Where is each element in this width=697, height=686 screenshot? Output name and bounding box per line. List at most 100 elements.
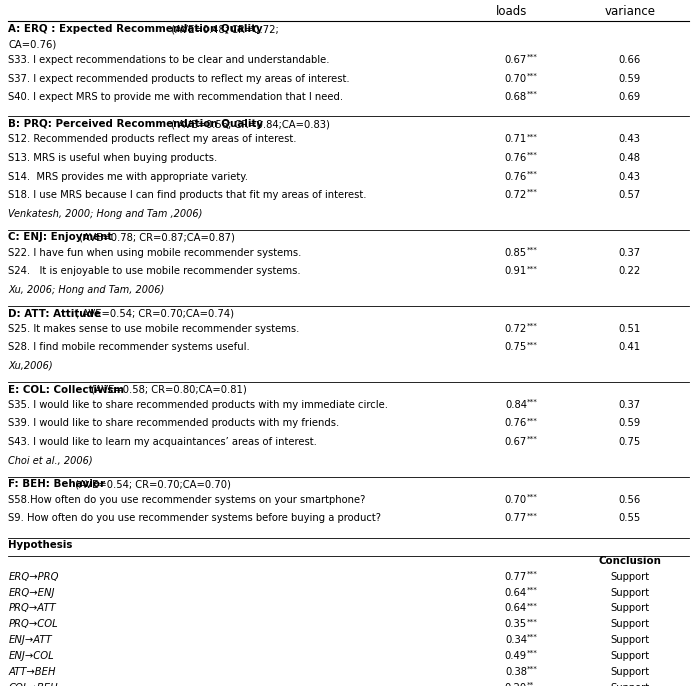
Text: ( AVE=0.54; CR=0.70;CA=0.74): ( AVE=0.54; CR=0.70;CA=0.74): [72, 309, 234, 318]
Text: 0.20: 0.20: [505, 683, 527, 686]
Text: S22. I have fun when using mobile recommender systems.: S22. I have fun when using mobile recomm…: [8, 248, 302, 258]
Text: (AVE=0.48; CR=0.72;: (AVE=0.48; CR=0.72;: [168, 25, 279, 34]
Text: (AVE=0.58; CR=0.80;CA=0.81): (AVE=0.58; CR=0.80;CA=0.81): [88, 385, 247, 394]
Text: S40. I expect MRS to provide me with recommendation that I need.: S40. I expect MRS to provide me with rec…: [8, 92, 344, 102]
Text: 0.77: 0.77: [505, 572, 527, 582]
Text: Choi et al., 2006): Choi et al., 2006): [8, 456, 93, 466]
Text: ***: ***: [527, 171, 538, 176]
Text: variance: variance: [604, 5, 655, 19]
Text: 0.43: 0.43: [619, 134, 641, 144]
Text: S18. I use MRS because I can find products that fit my areas of interest.: S18. I use MRS because I can find produc…: [8, 190, 367, 200]
Text: ***: ***: [527, 587, 538, 593]
Text: 0.57: 0.57: [618, 190, 641, 200]
Text: 0.37: 0.37: [619, 248, 641, 258]
Text: 0.43: 0.43: [619, 172, 641, 182]
Text: ***: ***: [527, 91, 538, 97]
Text: 0.49: 0.49: [505, 651, 527, 661]
Text: (AVE=0.54; CR=0.70;CA=0.70): (AVE=0.54; CR=0.70;CA=0.70): [72, 480, 231, 489]
Text: 0.48: 0.48: [619, 153, 641, 163]
Text: ***: ***: [527, 650, 538, 656]
Text: ENJ→ATT: ENJ→ATT: [8, 635, 52, 645]
Text: 0.41: 0.41: [619, 342, 641, 353]
Text: S39. I would like to share recommended products with my friends.: S39. I would like to share recommended p…: [8, 418, 339, 429]
Text: S28. I find mobile recommender systems useful.: S28. I find mobile recommender systems u…: [8, 342, 250, 353]
Text: ( AVE=0.56; CR=0.84;CA=0.83): ( AVE=0.56; CR=0.84;CA=0.83): [168, 119, 330, 129]
Text: 0.75: 0.75: [618, 437, 641, 447]
Text: Support: Support: [610, 683, 649, 686]
Text: ***: ***: [527, 73, 538, 79]
Text: 0.75: 0.75: [505, 342, 527, 353]
Text: **: **: [527, 682, 534, 686]
Text: 0.68: 0.68: [505, 92, 527, 102]
Text: ***: ***: [527, 189, 538, 196]
Text: ***: ***: [527, 418, 538, 423]
Text: 0.91: 0.91: [505, 266, 527, 276]
Text: ERQ→ENJ: ERQ→ENJ: [8, 588, 55, 598]
Text: ***: ***: [527, 634, 538, 640]
Text: ***: ***: [527, 399, 538, 405]
Text: 0.84: 0.84: [505, 400, 527, 410]
Text: 0.70: 0.70: [505, 495, 527, 505]
Text: F: BEH: Behavior: F: BEH: Behavior: [8, 480, 105, 489]
Text: Support: Support: [610, 604, 649, 613]
Text: D: ATT: Attitude: D: ATT: Attitude: [8, 309, 101, 318]
Text: Venkatesh, 2000; Hong and Tam ,2006): Venkatesh, 2000; Hong and Tam ,2006): [8, 209, 203, 219]
Text: 0.67: 0.67: [505, 437, 527, 447]
Text: 0.35: 0.35: [505, 619, 527, 629]
Text: 0.66: 0.66: [618, 55, 641, 65]
Text: Hypothesis: Hypothesis: [8, 540, 72, 550]
Text: COL→BEH: COL→BEH: [8, 683, 58, 686]
Text: Support: Support: [610, 651, 649, 661]
Text: Support: Support: [610, 572, 649, 582]
Text: (AVE=0.78; CR=0.87;CA=0.87): (AVE=0.78; CR=0.87;CA=0.87): [76, 233, 235, 242]
Text: S35. I would like to share recommended products with my immediate circle.: S35. I would like to share recommended p…: [8, 400, 388, 410]
Text: Xu, 2006; Hong and Tam, 2006): Xu, 2006; Hong and Tam, 2006): [8, 285, 164, 295]
Text: 0.37: 0.37: [619, 400, 641, 410]
Text: ***: ***: [527, 666, 538, 672]
Text: E: COL: Collectivism: E: COL: Collectivism: [8, 385, 124, 394]
Text: Support: Support: [610, 667, 649, 676]
Text: ***: ***: [527, 512, 538, 518]
Text: 0.70: 0.70: [505, 73, 527, 84]
Text: 0.64: 0.64: [505, 604, 527, 613]
Text: Support: Support: [610, 588, 649, 598]
Text: 0.55: 0.55: [618, 513, 641, 523]
Text: 0.38: 0.38: [505, 667, 527, 676]
Text: S12. Recommended products reflect my areas of interest.: S12. Recommended products reflect my are…: [8, 134, 297, 144]
Text: 0.22: 0.22: [618, 266, 641, 276]
Text: Support: Support: [610, 635, 649, 645]
Text: 0.85: 0.85: [505, 248, 527, 258]
Text: ***: ***: [527, 323, 538, 329]
Text: 0.76: 0.76: [505, 418, 527, 429]
Text: 0.67: 0.67: [505, 55, 527, 65]
Text: Xu,2006): Xu,2006): [8, 361, 53, 371]
Text: 0.72: 0.72: [505, 190, 527, 200]
Text: ***: ***: [527, 54, 538, 60]
Text: S13. MRS is useful when buying products.: S13. MRS is useful when buying products.: [8, 153, 217, 163]
Text: ***: ***: [527, 247, 538, 252]
Text: ***: ***: [527, 602, 538, 608]
Text: ***: ***: [527, 618, 538, 624]
Text: S37. I expect recommended products to reflect my areas of interest.: S37. I expect recommended products to re…: [8, 73, 350, 84]
Text: S33. I expect recommendations to be clear and understandable.: S33. I expect recommendations to be clea…: [8, 55, 330, 65]
Text: 0.72: 0.72: [505, 324, 527, 334]
Text: 0.34: 0.34: [505, 635, 527, 645]
Text: S58.How often do you use recommender systems on your smartphone?: S58.How often do you use recommender sys…: [8, 495, 366, 505]
Text: S9. How often do you use recommender systems before buying a product?: S9. How often do you use recommender sys…: [8, 513, 381, 523]
Text: ***: ***: [527, 152, 538, 158]
Text: CA=0.76): CA=0.76): [8, 40, 56, 49]
Text: S24.   It is enjoyable to use mobile recommender systems.: S24. It is enjoyable to use mobile recom…: [8, 266, 301, 276]
Text: ***: ***: [527, 571, 538, 577]
Text: ***: ***: [527, 342, 538, 347]
Text: Support: Support: [610, 619, 649, 629]
Text: 0.51: 0.51: [618, 324, 641, 334]
Text: loads: loads: [496, 5, 528, 19]
Text: S14.  MRS provides me with appropriate variety.: S14. MRS provides me with appropriate va…: [8, 172, 248, 182]
Text: Conclusion: Conclusion: [598, 556, 661, 566]
Text: PRQ→ATT: PRQ→ATT: [8, 604, 56, 613]
Text: ***: ***: [527, 265, 538, 272]
Text: 0.64: 0.64: [505, 588, 527, 598]
Text: 0.77: 0.77: [505, 513, 527, 523]
Text: 0.59: 0.59: [618, 418, 641, 429]
Text: ATT→BEH: ATT→BEH: [8, 667, 56, 676]
